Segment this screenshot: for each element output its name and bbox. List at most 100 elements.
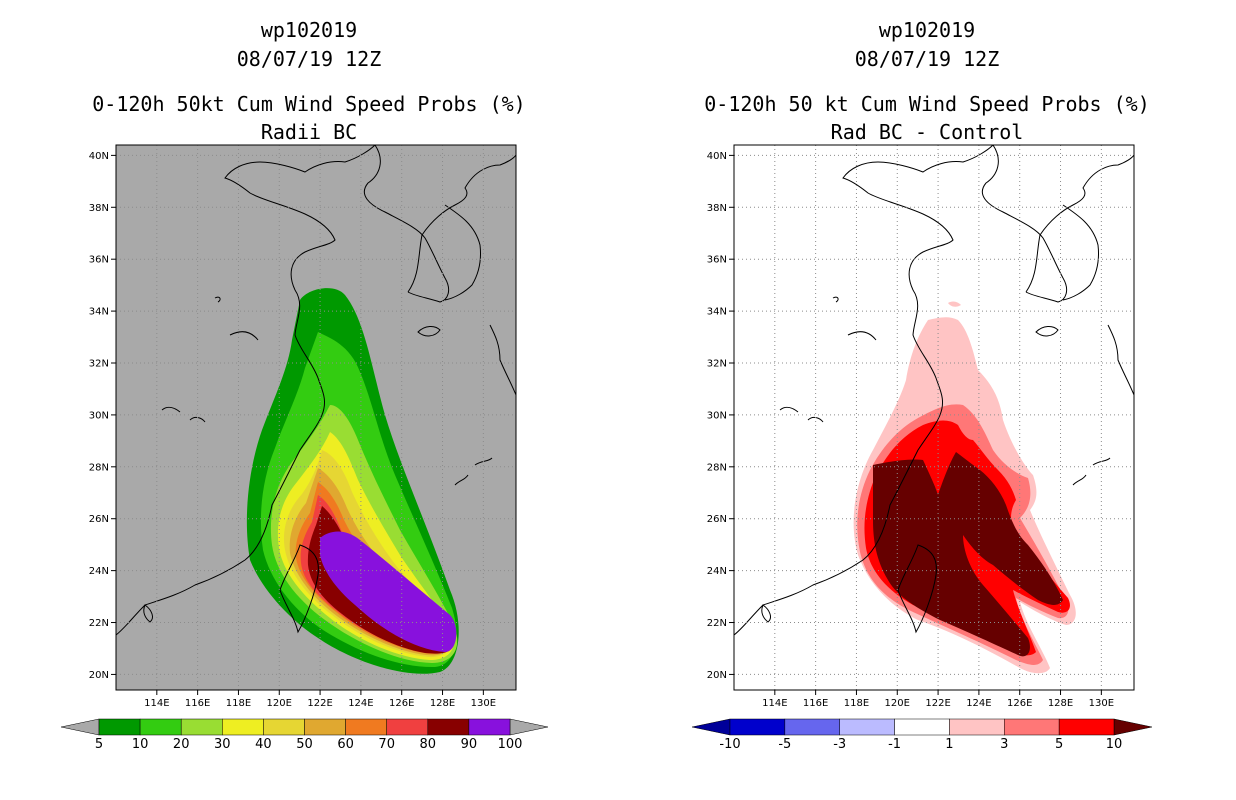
lon-tick-label: 128E (1048, 698, 1073, 709)
colorbar-swatch (386, 718, 429, 736)
colorbar-label: 10 (1106, 737, 1123, 752)
axis-tick-labels: 20N 22N 24N 26N 28N 30N 32N 34N 36N 38N 40N 114E 116… (89, 151, 496, 709)
lon-tick-label: 122E (925, 698, 950, 709)
colorbar-under-arrow (691, 718, 731, 736)
colorbar-swatch (180, 718, 223, 736)
colorbar-swatch (894, 718, 950, 736)
lon-tick-label: 120E (267, 698, 292, 709)
colorbar-swatch (263, 718, 305, 736)
map-rad-bc-minus-control: 20N 22N 24N 26N 28N 30N 32N 34N 36N 38N 40N 114E 116… (691, 144, 1153, 752)
colorbar-swatch (1058, 718, 1115, 736)
colorbar-swatch (949, 718, 1005, 736)
datetime: 08/07/19 12Z (236, 47, 382, 71)
colorbar-swatch (468, 718, 511, 736)
colorbar-swatch (304, 718, 346, 736)
plot-title: 0-120h 50 kt Cum Wind Speed Probs (%) (704, 92, 1150, 116)
plot-subtitle: Radii BC (260, 120, 358, 144)
colorbar-label: 20 (173, 737, 190, 752)
colorbar-label: -5 (778, 737, 791, 752)
lat-tick-label: 34N (707, 307, 727, 318)
colorbar-swatch (1004, 718, 1060, 736)
map-radii-bc: 20N 22N 24N 26N 28N 30N 32N 34N 36N 38N 40N 114E 116… (60, 144, 549, 752)
lat-tick-label: 40N (89, 151, 109, 162)
colorbar-swatch (784, 718, 840, 736)
lat-lon-grid (734, 145, 1134, 690)
lon-tick-label: 130E (1089, 698, 1114, 709)
colorbar-over-arrow (509, 718, 549, 736)
datetime: 08/07/19 12Z (854, 47, 1000, 71)
lon-tick-label: 126E (1007, 698, 1032, 709)
colorbar-swatch (729, 718, 786, 736)
lon-tick-label: 122E (307, 698, 332, 709)
lat-tick-label: 38N (707, 203, 727, 214)
lat-tick-label: 20N (707, 670, 727, 681)
lat-tick-label: 32N (89, 359, 109, 370)
plot-title: 0-120h 50kt Cum Wind Speed Probs (%) (92, 92, 526, 116)
panel-radii-bc: wp102019 08/07/19 12Z 0-120h 50kt Cum Wi… (60, 18, 549, 752)
lat-tick-label: 24N (707, 566, 727, 577)
colorbar-swatch (345, 718, 387, 736)
colorbar-swatch (139, 718, 182, 736)
colorbar-swatch (222, 718, 264, 736)
lon-tick-label: 114E (762, 698, 787, 709)
colorbar-over-arrow (1113, 718, 1153, 736)
lon-tick-label: 118E (844, 698, 869, 709)
lon-tick-label: 130E (471, 698, 496, 709)
map-frame (733, 144, 1135, 691)
lat-tick-label: 22N (707, 618, 727, 629)
colorbar-swatch (839, 718, 895, 736)
colorbar-label: 1 (945, 737, 953, 752)
storm-id: wp102019 (260, 18, 358, 42)
probability-contours (246, 288, 459, 674)
colorbar-label: 3 (1000, 737, 1008, 752)
colorbar-swatch (427, 718, 470, 736)
lon-tick-label: 114E (144, 698, 169, 709)
lat-tick-label: 24N (89, 566, 109, 577)
lat-tick-label: 36N (707, 255, 727, 266)
lat-tick-label: 40N (707, 151, 727, 162)
difference-contours (853, 301, 1076, 674)
coastlines (115, 144, 517, 636)
lon-tick-label: 126E (389, 698, 414, 709)
axis-tick-labels: 20N 22N 24N 26N 28N 30N 32N 34N 36N 38N 40N 114E 116… (707, 151, 1114, 709)
colorbar-label: 100 (498, 737, 523, 752)
coastlines (733, 144, 1135, 636)
colorbar-label: 5 (1055, 737, 1063, 752)
colorbar-swatch (98, 718, 141, 736)
colorbar-label: -10 (719, 737, 740, 752)
lat-tick-label: 34N (89, 307, 109, 318)
panel-rad-bc-minus-control: wp102019 08/07/19 12Z 0-120h 50 kt Cum W… (618, 0, 1236, 800)
colorbar-label: -3 (833, 737, 846, 752)
lat-tick-label: 26N (707, 514, 727, 525)
lon-tick-label: 124E (348, 698, 373, 709)
colorbar-label: 70 (378, 737, 395, 752)
colorbar: 5 10 20 30 40 50 60 70 80 90 100 (60, 718, 549, 752)
colorbar: -10 -5 -3 -1 1 3 5 10 (691, 718, 1153, 752)
colorbar-label: 80 (420, 737, 437, 752)
lat-tick-label: 36N (89, 255, 109, 266)
colorbar-label: 10 (132, 737, 149, 752)
lat-tick-label: 26N (89, 514, 109, 525)
lat-lon-grid (116, 145, 516, 690)
lon-tick-label: 116E (803, 698, 828, 709)
colorbar-label: 30 (214, 737, 231, 752)
colorbar-label: -1 (888, 737, 901, 752)
lat-tick-label: 38N (89, 203, 109, 214)
lon-tick-label: 124E (966, 698, 991, 709)
storm-id: wp102019 (878, 18, 976, 42)
lat-tick-label: 20N (89, 670, 109, 681)
lon-tick-label: 118E (226, 698, 251, 709)
lat-tick-label: 22N (89, 618, 109, 629)
colorbar-label: 50 (296, 737, 313, 752)
map-frame (115, 144, 517, 691)
lon-tick-label: 128E (430, 698, 455, 709)
colorbar-under-arrow (60, 718, 100, 736)
colorbar-label: 40 (255, 737, 272, 752)
lon-tick-label: 116E (185, 698, 210, 709)
plot-subtitle: Rad BC - Control (830, 120, 1024, 144)
lat-tick-label: 28N (89, 462, 109, 473)
colorbar-label: 60 (337, 737, 354, 752)
lat-tick-label: 28N (707, 462, 727, 473)
colorbar-label: 90 (461, 737, 478, 752)
lon-tick-label: 120E (885, 698, 910, 709)
